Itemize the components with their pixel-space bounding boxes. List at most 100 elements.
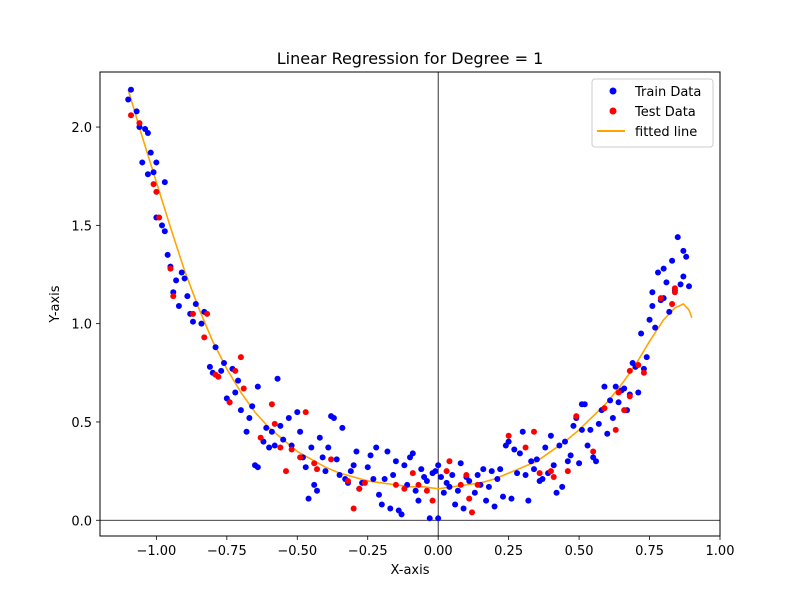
test-data-point bbox=[328, 456, 335, 463]
train-data-point bbox=[480, 466, 487, 473]
train-data-point bbox=[525, 497, 532, 504]
train-data-point bbox=[198, 320, 205, 327]
train-data-point bbox=[570, 422, 577, 429]
test-data-point bbox=[128, 112, 134, 119]
test-data-point bbox=[621, 407, 628, 414]
test-data-point bbox=[153, 188, 160, 195]
train-data-point bbox=[412, 487, 419, 494]
train-data-point bbox=[435, 515, 442, 522]
test-data-point bbox=[564, 468, 571, 475]
train-data-point bbox=[680, 247, 687, 254]
train-data-point bbox=[294, 409, 301, 416]
train-data-point bbox=[192, 301, 199, 307]
train-data-point bbox=[175, 302, 182, 309]
train-data-point bbox=[564, 458, 571, 465]
train-data-point bbox=[615, 399, 622, 406]
test-data-point bbox=[474, 481, 481, 488]
x-tick-label: −0.25 bbox=[348, 544, 388, 559]
test-data-point bbox=[392, 481, 399, 488]
train-data-point bbox=[449, 472, 456, 479]
test-data-point bbox=[350, 505, 357, 512]
test-data-point bbox=[237, 354, 244, 361]
train-data-point bbox=[466, 477, 473, 484]
train-data-point bbox=[302, 464, 309, 471]
train-data-point bbox=[280, 436, 287, 443]
train-data-point bbox=[190, 318, 196, 325]
train-data-point bbox=[497, 466, 504, 473]
train-data-point bbox=[398, 511, 405, 518]
train-data-point bbox=[460, 505, 467, 512]
test-data-point bbox=[314, 466, 320, 473]
fitted-line-layer bbox=[127, 89, 693, 490]
train-data-point bbox=[669, 257, 676, 264]
test-data-point bbox=[626, 367, 633, 374]
test-data-point bbox=[288, 446, 295, 453]
train-data-point bbox=[370, 475, 377, 482]
legend-label-test: Test Data bbox=[634, 105, 696, 120]
legend-marker-test bbox=[609, 107, 617, 115]
test-data-point bbox=[302, 409, 309, 416]
x-axis-label: X-axis bbox=[391, 563, 430, 578]
train-data-point bbox=[401, 462, 408, 469]
test-data-point bbox=[415, 481, 422, 488]
train-data-point bbox=[522, 472, 529, 479]
train-data-point bbox=[164, 251, 171, 258]
train-data-point bbox=[147, 149, 154, 156]
test-data-point bbox=[635, 361, 642, 368]
train-data-point bbox=[418, 466, 425, 473]
test-data-point bbox=[626, 393, 633, 400]
train-data-point bbox=[491, 503, 498, 510]
train-data-point bbox=[500, 493, 506, 500]
train-data-point bbox=[474, 472, 481, 479]
test-data-point bbox=[657, 295, 664, 302]
train-data-point bbox=[367, 452, 374, 459]
train-data-point bbox=[322, 468, 329, 475]
test-data-point bbox=[257, 434, 264, 441]
train-data-point bbox=[556, 442, 563, 449]
train-data-point bbox=[686, 283, 692, 290]
train-data-point bbox=[604, 430, 611, 437]
train-data-point bbox=[285, 415, 292, 422]
train-data-point bbox=[330, 415, 337, 422]
train-data-point bbox=[184, 293, 191, 300]
train-data-point bbox=[139, 159, 146, 166]
train-data-point bbox=[483, 497, 490, 504]
train-data-point bbox=[553, 489, 560, 496]
train-data-point bbox=[161, 228, 168, 235]
train-data-point bbox=[350, 462, 357, 469]
train-data-point bbox=[576, 460, 583, 467]
train-data-point bbox=[246, 415, 253, 422]
chart-title: Linear Regression for Degree = 1 bbox=[277, 49, 544, 68]
train-data-point bbox=[336, 472, 343, 479]
test-data-point bbox=[505, 432, 512, 439]
train-data-point bbox=[607, 397, 614, 404]
test-data-point bbox=[226, 399, 233, 406]
train-data-point bbox=[232, 389, 239, 396]
train-data-point bbox=[353, 448, 360, 455]
train-data-point bbox=[683, 253, 690, 260]
train-data-point bbox=[423, 477, 430, 484]
test-data-point bbox=[204, 310, 211, 317]
train-data-point bbox=[325, 444, 332, 451]
test-data-point bbox=[409, 470, 416, 477]
test-data-point bbox=[446, 458, 453, 465]
test-data-point bbox=[170, 293, 177, 300]
train-data-point bbox=[381, 475, 388, 482]
train-data-point bbox=[128, 86, 134, 93]
train-data-point bbox=[655, 269, 661, 276]
x-tick-label: 0.75 bbox=[635, 544, 664, 559]
train-data-point bbox=[452, 501, 459, 508]
train-data-point bbox=[435, 462, 442, 469]
train-data-point bbox=[212, 344, 219, 351]
reference-lines bbox=[100, 72, 720, 536]
train-data-point bbox=[150, 169, 157, 176]
train-data-point bbox=[643, 354, 650, 361]
test-data-point bbox=[671, 285, 678, 292]
train-data-point bbox=[263, 424, 270, 431]
train-data-point bbox=[243, 428, 250, 435]
train-data-point bbox=[584, 442, 591, 449]
train-data-point bbox=[314, 487, 320, 494]
test-data-point bbox=[190, 310, 196, 317]
test-data-point bbox=[423, 487, 430, 494]
train-data-point bbox=[268, 428, 275, 435]
